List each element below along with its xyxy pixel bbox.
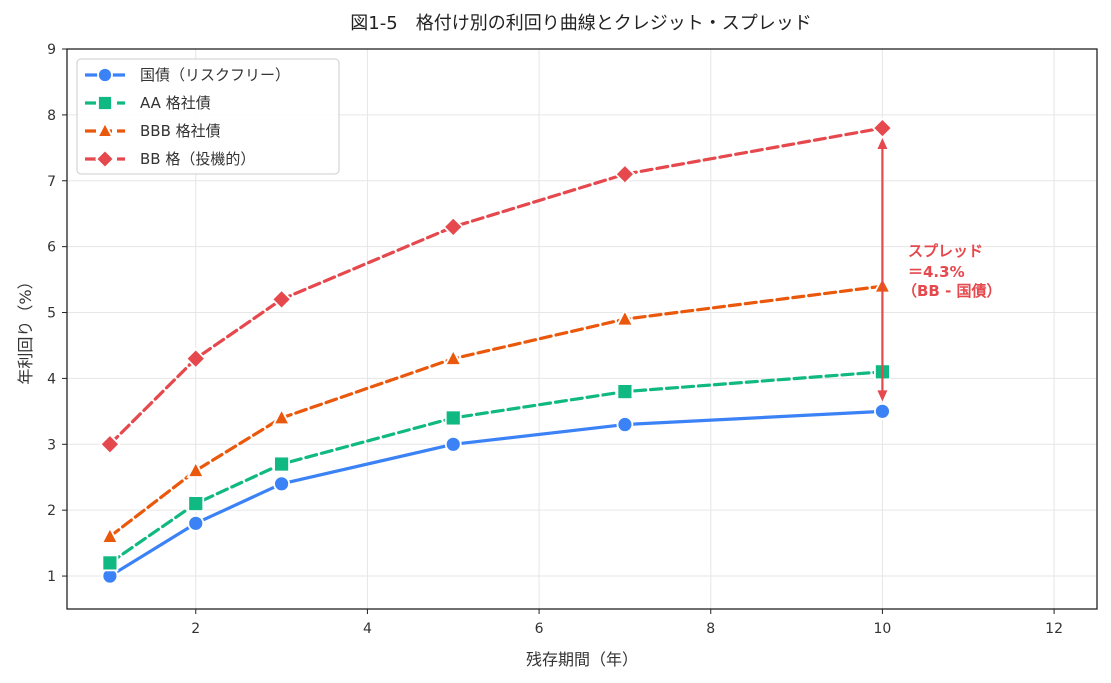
legend-label: 国債（リスクフリー） — [140, 66, 290, 84]
legend-item-1: 国債（リスクフリー） — [85, 66, 290, 84]
spread-arrow-head-bottom — [877, 390, 888, 402]
series-4-line — [108, 126, 885, 446]
y-tick-label: 1 — [47, 569, 56, 585]
series-1-point — [187, 514, 205, 532]
spread-annotation-line: ＝4.3% — [908, 263, 965, 281]
series-1-point — [616, 416, 634, 433]
series-2-point — [616, 383, 634, 400]
series-2 — [101, 363, 891, 572]
y-tick-label: 4 — [47, 371, 56, 387]
series-2-point — [444, 409, 462, 427]
y-tick-label: 9 — [47, 42, 56, 58]
legend-marker — [97, 67, 113, 83]
series-3-line — [108, 284, 885, 539]
series-4-point — [871, 117, 894, 139]
y-tick-label: 8 — [47, 108, 56, 124]
y-tick-label: 7 — [47, 174, 56, 190]
series-2-point — [273, 455, 290, 473]
legend-item-3: BBB 格社債 — [85, 121, 221, 140]
series-4-point — [185, 347, 207, 370]
x-tick-label: 2 — [191, 621, 200, 637]
series-2-point — [187, 495, 205, 512]
series-2-line — [108, 370, 885, 565]
series-4-point — [99, 433, 121, 455]
legend-item-4: BB 格（投機的） — [85, 148, 255, 170]
series-3-point — [443, 348, 463, 366]
grid-lines — [67, 48, 1097, 609]
legend-box — [76, 58, 340, 175]
x-tick-label: 4 — [363, 621, 372, 637]
spread-annotation: スプレッド ＝4.3%（BB - 国債） — [877, 138, 1002, 402]
y-tick-label: 2 — [47, 503, 56, 519]
legend-item-2: AA 格社債 — [85, 94, 211, 112]
series-3-point — [615, 308, 635, 327]
x-tick-label: 6 — [535, 621, 544, 637]
spread-annotation-line: （BB - 国債） — [902, 282, 1002, 300]
series-3-point — [272, 407, 291, 426]
legend-marker — [97, 95, 113, 111]
spread-annotation-line: スプレッド — [908, 242, 983, 260]
y-axis-title: 年利回り（%） — [16, 273, 35, 384]
series-4 — [99, 117, 894, 455]
series-1-point — [273, 475, 290, 493]
series-4-point — [442, 216, 464, 238]
series-2-point — [101, 554, 119, 572]
series-3-point — [186, 460, 206, 478]
legend-label: AA 格社債 — [140, 94, 211, 112]
x-tick-label: 8 — [706, 621, 715, 637]
series-3-point — [100, 525, 120, 544]
series-1 — [101, 402, 891, 585]
series-4-point — [614, 163, 636, 185]
spread-arrow-head-top — [877, 138, 888, 150]
legend-marker — [96, 121, 114, 138]
y-tick-label: 5 — [47, 306, 56, 322]
legend: 国債（リスクフリー） AA 格社債 BBB 格社債 BB 格（投機的） — [76, 58, 340, 175]
chart-title: 図1-5 格付け別の利回り曲線とクレジット・スプレッド — [350, 13, 811, 34]
series-4-point — [270, 288, 293, 311]
series-layer — [99, 117, 894, 585]
legend-label: BB 格（投機的） — [140, 150, 255, 168]
series-1-point — [444, 435, 462, 453]
plot-frame — [66, 48, 1098, 610]
y-tick-label: 6 — [47, 240, 56, 256]
series-1-line — [108, 409, 885, 578]
series-1-point — [874, 402, 891, 420]
x-tick-label: 12 — [1045, 621, 1063, 637]
x-axis-title: 残存期間（年） — [526, 650, 638, 669]
legend-label: BBB 格社債 — [140, 122, 221, 140]
y-tick-label: 3 — [47, 437, 56, 453]
legend-marker — [94, 148, 116, 170]
x-tick-label: 10 — [874, 621, 892, 637]
